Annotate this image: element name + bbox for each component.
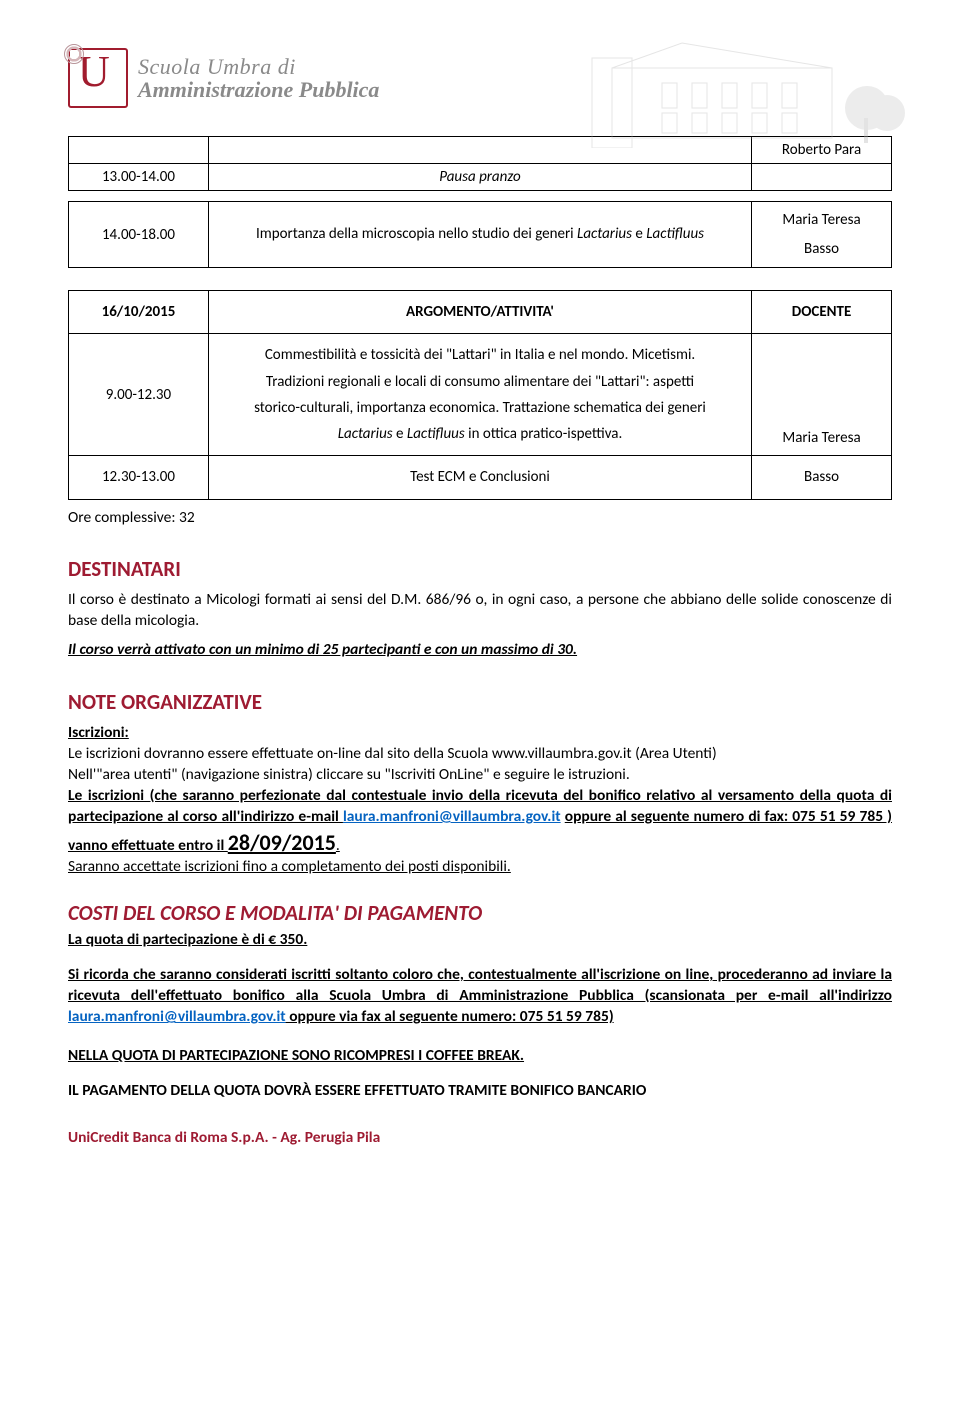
section-title-note: NOTE ORGANIZZATIVE [68,689,892,715]
note-subtitle: Iscrizioni: [68,723,892,744]
building-illustration [532,18,932,148]
activity-line: Commestibilità e tossicità dei "Lattari"… [219,342,741,368]
footer-bank: UniCredit Banca di Roma S.p.A. - Ag. Per… [68,1128,892,1147]
note-body: Le iscrizioni dovranno essere effettuate… [68,744,892,878]
schedule-table-day2: 16/10/2015 ARGOMENTO/ATTIVITA' DOCENTE 9… [68,290,892,500]
note-l1b: www.villaumbra.gov.it [492,744,632,763]
logo-line1: Scuola Umbra di [138,55,379,78]
note-l2: Nell'"area utenti" (navigazione sinistra… [68,765,630,784]
cell-docente: Basso [752,456,892,499]
cell-activity: Test ECM e Conclusioni [208,456,751,499]
page: Scuola Umbra di Amministrazione Pubblica [0,0,960,1195]
email-link-2[interactable]: laura.manfroni@villaumbra.gov.it [68,1007,286,1026]
header-docente: DOCENTE [752,291,892,334]
cell-docente: Maria Teresa Basso [752,202,892,268]
costi-p2a: Si ricorda che saranno considerati iscri… [68,965,892,1005]
cell-time: 12.30-13.00 [69,456,209,499]
cell-empty [752,164,892,191]
destinatari-p1: Il corso è destinato a Micologi formati … [68,590,892,632]
costi-p2: Si ricorda che saranno considerati iscri… [68,965,892,1028]
activity-line: Lactarius e Lactifluus in ottica pratico… [219,421,741,447]
logo-text: Scuola Umbra di Amministrazione Pubblica [138,55,379,101]
header: Scuola Umbra di Amministrazione Pubblica [68,48,892,108]
table-row: 12.30-13.00 Test ECM e Conclusioni Basso [69,456,892,499]
section-title-destinatari: DESTINATARI [68,556,892,582]
destinatari-p2: Il corso verrà attivato con un minimo di… [68,640,892,661]
note-l1a: Le iscrizioni dovranno essere effettuate… [68,744,492,763]
cell-activity: Importanza della microscopia nello studi… [208,202,751,268]
header-activity: ARGOMENTO/ATTIVITA' [208,291,751,334]
costi-p2b: oppure via fax al seguente numero: 075 5… [286,1007,614,1026]
docente-line1: Maria Teresa [760,206,883,235]
activity-text: Importanza della microscopia nello studi… [256,225,704,243]
table-row: 9.00-12.30 Commestibilità e tossicità de… [69,334,892,456]
note-l4b: . [336,836,340,855]
cell-docente: Maria Teresa [752,334,892,456]
cell-empty [69,137,209,164]
cell-time: 9.00-12.30 [69,334,209,456]
note-deadline: 28/09/2015 [228,829,336,856]
cell-time: 13.00-14.00 [69,164,209,191]
logo-mark [68,48,128,108]
table-row: 14.00-18.00 Importanza della microscopia… [69,202,892,268]
note-l5: Saranno accettate iscrizioni fino a comp… [68,857,511,876]
table-row: 13.00-14.00 Pausa pranzo [69,164,892,191]
header-date: 16/10/2015 [69,291,209,334]
cell-activity: Commestibilità e tossicità dei "Lattari"… [208,334,751,456]
email-link[interactable]: laura.manfroni@villaumbra.gov.it [343,807,561,826]
activity-line: Tradizioni regionali e locali di consumo… [219,369,741,395]
note-l1c: (Area Utenti) [632,744,717,763]
ore-complessive: Ore complessive: 32 [68,508,892,529]
section-title-costi: COSTI DEL CORSO E MODALITA' DI PAGAMENTO [68,900,892,926]
docente-line2: Basso [760,235,883,264]
schedule-table-part1b: 14.00-18.00 Importanza della microscopia… [68,201,892,268]
costi-coffee: NELLA QUOTA DI PARTECIPAZIONE SONO RICOM… [68,1046,892,1067]
costi-pagamento: IL PAGAMENTO DELLA QUOTA DOVRÀ ESSERE EF… [68,1081,892,1102]
activity-line: storico-culturali, importanza economica.… [219,395,741,421]
table-header-row: 16/10/2015 ARGOMENTO/ATTIVITA' DOCENTE [69,291,892,334]
logo-line2: Amministrazione Pubblica [138,78,379,101]
cell-time: 14.00-18.00 [69,202,209,268]
cell-activity: Pausa pranzo [208,164,751,191]
costi-quota: La quota di partecipazione è di € 350. [68,930,892,951]
